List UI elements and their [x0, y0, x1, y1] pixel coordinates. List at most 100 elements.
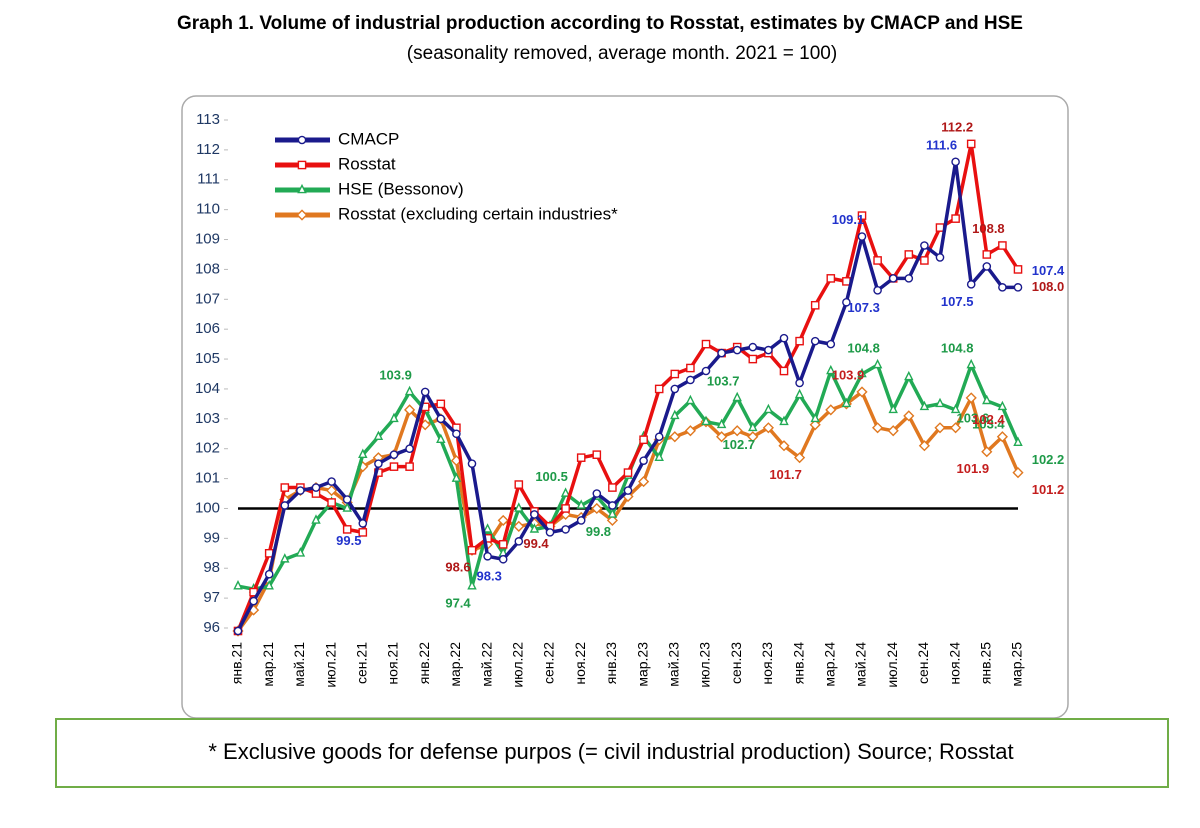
point-marker: [514, 480, 524, 489]
point-marker: [638, 475, 650, 488]
y-tick-label: 99: [203, 529, 220, 546]
point-marker: [686, 375, 695, 385]
point-marker: [497, 514, 509, 527]
point-marker: [686, 363, 695, 373]
x-tick-label: май.23: [666, 642, 682, 687]
data-label: 102.7: [723, 437, 756, 452]
point-marker: [608, 501, 617, 510]
point-marker: [498, 554, 508, 564]
point-marker: [436, 433, 446, 444]
point-marker: [998, 283, 1007, 292]
y-tick-label: 110: [196, 201, 220, 218]
point-marker: [794, 452, 806, 464]
y-tick-label: 102: [195, 440, 220, 457]
legend-marker: [297, 183, 307, 194]
point-marker: [981, 446, 993, 458]
point-marker: [920, 256, 929, 265]
x-tick-label: июл.24: [884, 642, 900, 688]
point-marker: [950, 403, 961, 414]
point-marker: [514, 502, 524, 512]
point-marker: [966, 280, 976, 289]
legend-box: [262, 124, 702, 234]
point-marker: [982, 394, 992, 405]
data-label: 111.6: [926, 137, 957, 152]
y-tick-label: 101: [195, 470, 220, 487]
point-marker: [826, 274, 836, 283]
y-tick-label: 97: [203, 589, 220, 606]
point-marker: [623, 468, 633, 477]
point-marker: [404, 404, 416, 416]
point-marker: [404, 385, 415, 396]
point-marker: [842, 297, 851, 307]
point-marker: [731, 425, 743, 437]
point-marker: [965, 392, 977, 404]
point-marker: [966, 358, 976, 369]
point-marker: [857, 367, 867, 378]
point-marker: [436, 399, 446, 409]
y-tick-label: 109: [195, 230, 220, 247]
x-tick-label: мар.24: [822, 642, 838, 687]
point-marker: [920, 241, 929, 250]
x-tick-label: янв.23: [603, 642, 619, 684]
point-marker: [654, 384, 664, 394]
point-marker: [934, 422, 946, 434]
point-marker: [607, 508, 618, 518]
point-marker: [608, 483, 617, 492]
data-label: 98.3: [477, 569, 502, 584]
point-marker: [857, 211, 867, 220]
y-tick-label: 106: [195, 320, 220, 337]
point-marker: [560, 487, 571, 497]
point-marker: [825, 404, 837, 416]
y-tick-label: 112: [196, 141, 220, 158]
x-tick-label: янв.25: [978, 642, 994, 684]
data-label: 100.5: [535, 469, 568, 484]
x-tick-label: мар.22: [447, 642, 463, 687]
point-marker: [513, 520, 525, 532]
point-marker: [716, 418, 727, 429]
point-marker: [436, 414, 446, 424]
x-tick-label: ноя.23: [759, 642, 775, 685]
point-marker: [794, 388, 805, 399]
legend-label: CMACP: [338, 129, 399, 148]
point-marker: [623, 486, 633, 495]
point-marker: [919, 400, 930, 411]
point-marker: [982, 262, 992, 271]
data-label: 97.4: [445, 596, 471, 611]
point-marker: [545, 528, 555, 537]
y-tick-label: 113: [196, 111, 220, 128]
data-label: 98.6: [445, 560, 470, 575]
point-marker: [748, 342, 758, 352]
data-label: 99.5: [336, 533, 361, 548]
data-label: 103.7: [707, 373, 740, 388]
point-marker: [904, 274, 914, 283]
point-marker: [264, 569, 274, 579]
point-marker: [467, 459, 477, 468]
point-marker: [670, 384, 680, 394]
point-marker: [373, 430, 384, 441]
point-marker: [420, 387, 430, 397]
point-marker: [327, 477, 336, 486]
point-marker: [1012, 467, 1024, 479]
point-marker: [576, 453, 586, 462]
point-marker: [264, 579, 274, 590]
point-marker: [778, 440, 790, 452]
footnote-box: [55, 718, 1169, 788]
data-label: 112.2: [941, 119, 973, 134]
point-marker: [951, 157, 960, 167]
x-tick-label: июл.21: [322, 642, 338, 688]
point-marker: [654, 451, 664, 461]
y-tick-label: 111: [197, 171, 220, 188]
point-marker: [389, 412, 399, 423]
point-marker: [669, 431, 681, 443]
data-label: 101.2: [1032, 482, 1065, 497]
point-marker: [873, 286, 882, 295]
y-tick-label: 103: [195, 410, 220, 427]
x-tick-label: ноя.22: [572, 642, 588, 685]
x-tick-label: мар.21: [260, 642, 276, 687]
point-marker: [810, 336, 820, 346]
point-marker: [529, 523, 540, 533]
x-tick-label: июл.23: [697, 642, 713, 688]
point-marker: [935, 397, 945, 408]
point-marker: [701, 339, 711, 349]
point-marker: [561, 504, 570, 513]
